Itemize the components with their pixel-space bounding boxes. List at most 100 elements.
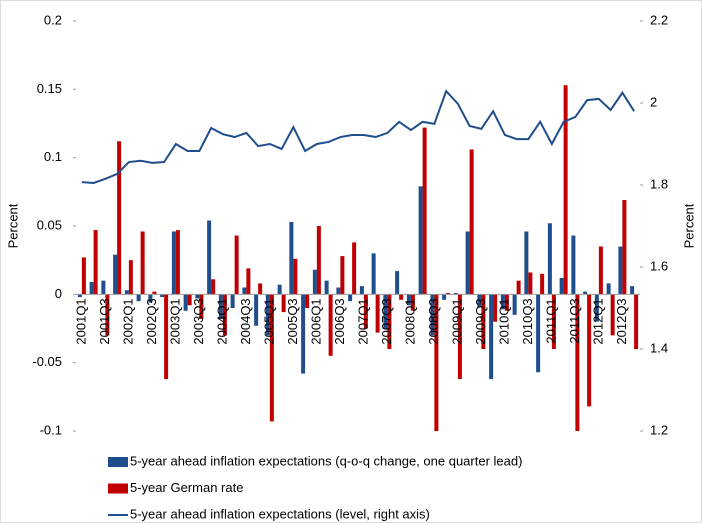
- x-tick-label: 2008Q3: [426, 298, 441, 344]
- bar: [418, 186, 423, 295]
- bar: [187, 294, 192, 306]
- bar: [540, 273, 545, 295]
- bar: [469, 149, 474, 295]
- bar: [446, 292, 451, 295]
- legend-label: 5-year German rate: [130, 480, 243, 495]
- x-tick-label: 2012Q1: [590, 298, 605, 344]
- bar: [93, 230, 98, 295]
- y-tick-label: -0.1: [40, 422, 62, 437]
- x-tick-label: 2009Q1: [449, 298, 464, 344]
- bar: [375, 294, 380, 333]
- x-tick-label: 2008Q1: [402, 298, 417, 344]
- x-tick-label: 2001Q3: [97, 298, 112, 344]
- bar: [516, 280, 521, 295]
- bar: [559, 277, 564, 295]
- bar: [583, 291, 588, 295]
- bar: [277, 284, 282, 295]
- bar: [634, 294, 639, 349]
- x-tick-label: 2007Q1: [355, 298, 370, 344]
- bar: [363, 294, 368, 329]
- y-tick-label: 0.1: [44, 149, 62, 164]
- bar: [383, 294, 388, 329]
- bar: [207, 220, 212, 295]
- bar: [387, 294, 392, 349]
- legend-label: 5-year ahead inflation expectations (q-o…: [130, 453, 522, 468]
- y2-tick-label: 1.4: [650, 340, 668, 355]
- bar: [175, 230, 180, 295]
- bar: [312, 269, 317, 295]
- bar: [340, 256, 345, 295]
- x-tick-label: 2012Q3: [614, 298, 629, 344]
- bar: [606, 283, 611, 295]
- bar: [316, 226, 321, 295]
- bar: [195, 294, 200, 299]
- bar: [465, 231, 470, 295]
- bar: [305, 294, 310, 308]
- bar: [630, 286, 635, 295]
- bar: [622, 200, 627, 295]
- bar: [211, 279, 216, 295]
- x-tick-label: 2002Q1: [120, 298, 135, 344]
- bar: [269, 294, 274, 422]
- bar: [242, 287, 247, 295]
- bar: [536, 294, 541, 373]
- bar: [504, 294, 509, 311]
- x-tick-label: 2002Q3: [144, 298, 159, 344]
- bar: [81, 257, 86, 295]
- bar: [124, 290, 129, 295]
- y-tick-label: 0.15: [37, 81, 62, 96]
- bar: [512, 294, 517, 315]
- bar: [254, 294, 259, 326]
- bar: [218, 294, 223, 319]
- bar: [140, 231, 145, 295]
- bar: [551, 294, 556, 349]
- y-tick-label: 0.2: [44, 12, 62, 27]
- bar: [234, 235, 239, 295]
- x-tick-label: 2011Q3: [567, 298, 582, 343]
- bar: [105, 294, 110, 336]
- bar: [422, 127, 427, 295]
- bar: [265, 294, 270, 336]
- bar: [348, 294, 353, 302]
- bar: [594, 294, 599, 322]
- bar: [328, 294, 333, 356]
- bar: [493, 294, 498, 322]
- bar: [528, 272, 533, 295]
- bar: [587, 294, 592, 407]
- bar: [571, 235, 576, 295]
- bar: [524, 231, 529, 295]
- bar: [222, 294, 227, 336]
- bar: [281, 294, 286, 313]
- bar: [457, 294, 462, 380]
- y-tick-label: 0: [55, 286, 62, 301]
- y2-tick-label: 1.8: [650, 176, 668, 191]
- bar: [246, 268, 251, 295]
- y-tick-label: 0.05: [37, 217, 62, 232]
- x-tick-label: 2001Q1: [73, 298, 88, 344]
- bar: [164, 294, 169, 380]
- plot-area: [77, 85, 639, 431]
- bar: [434, 294, 439, 431]
- bar: [395, 271, 400, 295]
- bar: [160, 294, 165, 298]
- legend-label: 5-year ahead inflation expectations (lev…: [130, 506, 430, 521]
- bar: [500, 294, 505, 310]
- bar: [324, 280, 329, 295]
- x-tick-label: 2011Q1: [543, 298, 558, 343]
- legend-swatch: [108, 483, 128, 494]
- bar: [477, 294, 482, 307]
- bar: [117, 141, 122, 295]
- x-tick-label: 2006Q1: [308, 298, 323, 344]
- bar: [489, 294, 494, 380]
- x-tick-label: 2009Q3: [473, 298, 488, 344]
- bar: [113, 254, 118, 295]
- bar: [289, 221, 294, 295]
- bar: [399, 294, 404, 300]
- y2-axis-label: Percent: [681, 203, 696, 248]
- bar: [406, 294, 411, 306]
- bar: [258, 283, 263, 295]
- x-tick-label: 2003Q3: [191, 298, 206, 344]
- bar: [128, 260, 133, 295]
